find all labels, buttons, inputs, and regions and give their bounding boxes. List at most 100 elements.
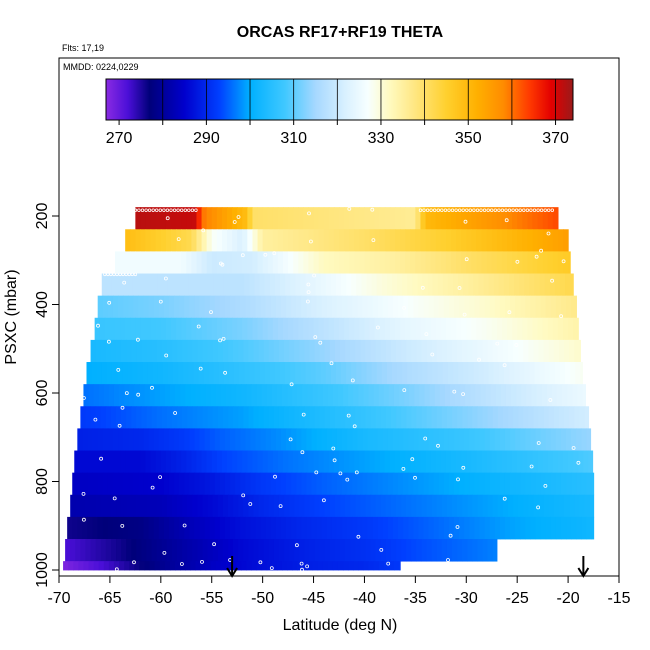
y-tick-label: 600 [34,380,51,407]
heatmap-cell [538,339,545,363]
heatmap-cell [379,251,386,274]
heatmap-cell [317,384,324,407]
heatmap-cell [320,362,327,385]
heatmap-cell [369,207,376,230]
y-tick-label: 1000 [34,552,51,588]
heatmap-cell [484,295,491,319]
heatmap-cell [350,339,356,363]
heatmap-cell [316,472,323,496]
heatmap-cell [145,251,152,274]
obs-marker [241,493,246,498]
heatmap-cell [464,295,470,319]
heatmap-cell [82,472,89,496]
heatmap-cell [379,229,386,252]
heatmap-cell [272,450,279,474]
heatmap-cell [493,273,500,297]
heatmap-cell [283,229,289,252]
heatmap-cell [175,561,181,571]
heatmap-cell [252,317,259,341]
heatmap-cell [190,561,197,571]
obs-marker [539,208,544,212]
heatmap-cell [401,494,407,518]
heatmap-cell [543,406,550,429]
heatmap-cell [384,229,391,252]
heatmap-cell [552,317,559,341]
heatmap-cell [102,428,109,451]
heatmap-cell [191,450,198,474]
heatmap-cell [260,516,267,540]
heatmap-cell [486,229,493,252]
heatmap-cell [196,229,203,252]
heatmap-cell [366,362,373,385]
heatmap-cell [356,362,362,385]
heatmap-cell [222,539,229,562]
obs-marker [477,357,481,362]
heatmap-cell [456,251,462,274]
obs-marker [429,208,433,212]
heatmap-cell [247,450,254,474]
heatmap-cell [287,561,293,571]
heatmap-cell [576,428,582,451]
heatmap-cell [141,539,148,562]
heatmap-cell [384,450,391,474]
heatmap-cell [570,362,576,385]
heatmap-cell [427,273,434,297]
obs-marker [137,208,141,212]
heatmap-cell [448,295,455,319]
heatmap-cell [180,561,186,571]
heatmap-cell [72,472,78,496]
heatmap-cell [229,273,235,297]
x-tick-label: -50 [251,590,274,607]
heatmap-cell [186,229,192,252]
heatmap-cell [375,339,382,363]
heatmap-cell [473,273,480,297]
heatmap-cell [121,406,127,429]
pressure-band [72,472,595,496]
heatmap-cell [95,339,102,363]
heatmap-cell [445,229,452,252]
heatmap-cell [349,317,355,341]
heatmap-cell [293,229,299,252]
obs-marker [162,208,166,212]
heatmap-cell [116,494,122,518]
heatmap-cell [459,516,465,540]
heatmap-cell [293,317,299,341]
pressure-band [74,450,594,474]
obs-marker [440,208,444,212]
heatmap-cell [377,295,384,319]
heatmap-cell [522,229,528,252]
heatmap-cell [557,317,564,341]
heatmap-cell [552,251,559,274]
heatmap-cell [507,207,513,230]
heatmap-cell [131,494,137,518]
heatmap-cell [316,295,323,319]
heatmap-cell [533,494,540,518]
heatmap-cell [235,516,241,540]
heatmap-cell [207,494,214,518]
heatmap-cell [184,428,190,451]
heatmap-cell [446,494,453,518]
heatmap-cell [476,450,483,474]
colorbar-tick-label: 310 [280,130,307,147]
heatmap-cell [505,384,512,407]
heatmap-cell [177,406,183,429]
heatmap-cell [393,384,400,407]
heatmap-cell [192,539,199,562]
heatmap-cell [389,251,396,274]
heatmap-cell [288,229,294,252]
heatmap-cell [447,362,454,385]
heatmap-cell [385,406,392,429]
heatmap-cell [459,295,465,319]
heatmap-cell [471,317,478,341]
heatmap-cell [174,295,180,319]
heatmap-cell [343,384,349,407]
heatmap-cell [446,339,453,363]
heatmap-cell [469,472,476,496]
heatmap-cell [346,362,352,385]
heatmap-cell [133,295,140,319]
heatmap-cell [150,251,157,274]
heatmap-cell [155,450,162,474]
heatmap-cell [70,539,76,562]
heatmap-cell [232,317,238,341]
heatmap-cell [142,273,149,297]
